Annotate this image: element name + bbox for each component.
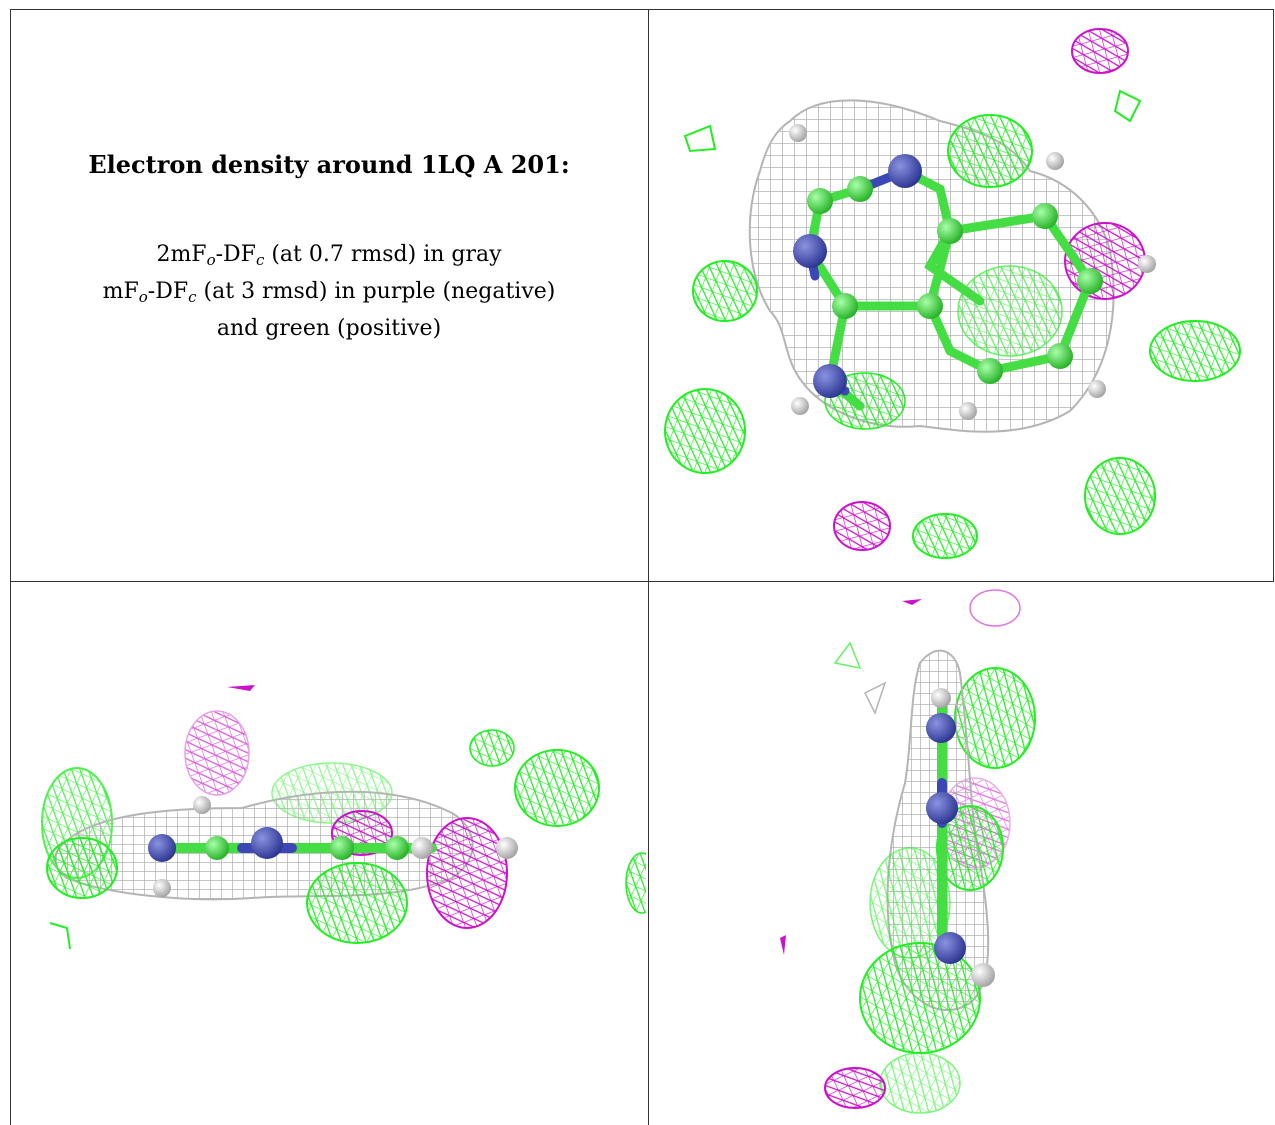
- carbon-atom: [1032, 203, 1058, 229]
- gray-density-fragment: [863, 681, 887, 715]
- caption-title: Electron density around 1LQ A 201:: [88, 150, 570, 179]
- border-middle: [648, 9, 649, 1125]
- positive-density-blob: [1084, 457, 1156, 535]
- carbon-atom: [917, 293, 943, 319]
- border-right-top: [1273, 9, 1274, 581]
- negative-density-blob: [184, 710, 250, 796]
- nitrogen-atom: [813, 364, 847, 398]
- border-top: [10, 9, 1274, 10]
- positive-density-blob: [947, 114, 1033, 188]
- hydrogen-atom: [789, 124, 807, 142]
- carbon-atom: [385, 836, 409, 860]
- density-panel-edge-horizontal: [41, 685, 646, 950]
- positive-density-blob: [306, 862, 408, 944]
- nitrogen-atom: [926, 713, 956, 743]
- positive-density-blob: [46, 837, 118, 899]
- carbon-atom: [937, 218, 963, 244]
- hydrogen-atom: [971, 963, 995, 987]
- border-left: [10, 9, 11, 1125]
- positive-density-fragment: [683, 124, 717, 153]
- density-panel-face-on: [664, 28, 1241, 559]
- positive-density-blob: [469, 729, 515, 767]
- nitrogen-atom: [251, 827, 283, 859]
- density-panel-edge-vertical: [780, 589, 1036, 1114]
- hydrogen-atom: [791, 397, 809, 415]
- positive-density-blob: [912, 513, 978, 559]
- carbon-atom: [205, 836, 229, 860]
- positive-density-fragment: [1113, 89, 1142, 123]
- nitrogen-atom: [793, 234, 827, 268]
- positive-density-blob: [859, 942, 981, 1054]
- carbon-atom: [1077, 268, 1103, 294]
- positive-density-fragment: [49, 922, 71, 950]
- hydrogen-atom: [959, 402, 977, 420]
- negative-density-blob: [1071, 28, 1129, 74]
- positive-density-blob: [1149, 320, 1241, 382]
- carbon-atom: [847, 176, 873, 202]
- hydrogen-atom: [153, 879, 171, 897]
- negative-density-blob: [833, 501, 891, 551]
- carbon-atom: [807, 188, 833, 214]
- negative-density-blob: [824, 1067, 886, 1109]
- hydrogen-atom: [411, 837, 433, 859]
- positive-density-blob: [957, 265, 1063, 357]
- caption-line-difference: mFo-DFc (at 3 rmsd) in purple (negative): [102, 279, 556, 306]
- border-row-divider: [10, 581, 1274, 582]
- caption-line-positive: and green (positive): [216, 316, 442, 341]
- positive-density-blob: [625, 852, 646, 914]
- nitrogen-atom: [148, 834, 176, 862]
- positive-density-blob: [514, 749, 600, 827]
- positive-density-blob: [664, 388, 746, 474]
- hydrogen-atom: [496, 837, 518, 859]
- positive-density-fragment: [833, 641, 862, 670]
- negative-density-fragment: [227, 685, 255, 691]
- figure-caption: Electron density around 1LQ A 201: 2mFo-…: [10, 150, 648, 345]
- molecule-atoms: [148, 796, 518, 897]
- carbon-atom: [1047, 343, 1073, 369]
- negative-density-fragment: [902, 599, 922, 605]
- negative-density-blob: [426, 817, 508, 929]
- carbon-atom: [330, 836, 354, 860]
- nitrogen-atom: [888, 154, 922, 188]
- nitrogen-atom: [934, 932, 966, 964]
- hydrogen-atom: [931, 688, 951, 708]
- nitrogen-atom: [926, 792, 958, 824]
- negative-density-blob: [969, 589, 1021, 627]
- molecule-atoms: [926, 688, 995, 987]
- hydrogen-atom: [193, 796, 211, 814]
- carbon-atom: [832, 293, 858, 319]
- carbon-atom: [977, 358, 1003, 384]
- hydrogen-atom: [1046, 152, 1064, 170]
- positive-density-blob: [692, 260, 758, 322]
- caption-line-gray: 2mFo-DFc (at 0.7 rmsd) in gray: [156, 242, 502, 269]
- negative-density-fragment: [780, 935, 786, 955]
- hydrogen-atom: [1138, 255, 1156, 273]
- hydrogen-atom: [1088, 380, 1106, 398]
- molecule-atoms: [789, 124, 1156, 420]
- positive-density-blob: [879, 1052, 961, 1114]
